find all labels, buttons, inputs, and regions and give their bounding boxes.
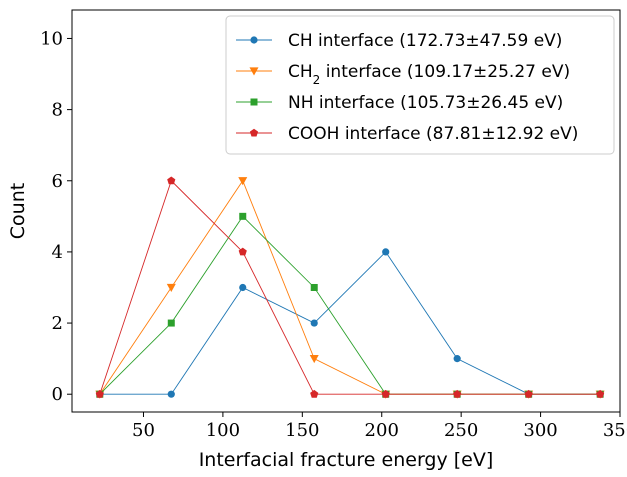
data-point [453,355,461,363]
data-point [310,389,319,398]
data-point [238,177,248,186]
data-point [166,283,176,292]
x-tick-label: 150 [285,420,319,441]
data-point [167,390,175,398]
x-tick-label: 100 [206,420,240,441]
data-point [239,212,247,220]
data-point [239,283,247,292]
legend-marker [250,36,258,44]
legend-label: COOH interface (87.81±12.92 eV) [288,124,578,144]
data-point [453,389,462,398]
y-tick-label: 4 [52,242,63,263]
data-point [238,247,247,256]
x-tick-label: 350 [603,420,627,441]
y-axis-label: Count [7,183,29,239]
data-point [524,389,533,398]
data-point [310,319,318,327]
x-tick-label: 250 [444,420,478,441]
data-point [309,355,319,364]
legend-marker [249,67,259,76]
legend: CH interface (172.73±47.59 eV) CH2 interf… [225,15,615,155]
series-line-3 [99,179,601,395]
legend-label: CH2 interface (109.17±25.27 eV) [288,62,570,87]
legend-label: CH interface (172.73±47.59 eV) [288,31,562,51]
y-tick-label: 10 [40,28,63,49]
y-tick-label: 6 [52,171,63,192]
y-tick-label: 0 [52,384,63,405]
data-point [310,283,318,291]
x-tick-label: 50 [132,420,155,441]
data-point [167,319,175,327]
axes: 50 100 150 200 250 300 350 0 2 4 6 8 10 [40,28,627,441]
legend-box [225,15,615,155]
data-point [95,389,104,398]
legend-label: NH interface (105.73±26.45 eV) [288,93,563,113]
x-axis-label: Interfacial fracture energy [eV] [199,449,494,471]
x-tick-label: 300 [523,420,557,441]
data-point [167,176,176,185]
legend-marker [249,128,259,137]
data-point [382,248,390,256]
x-tick-label: 200 [365,420,399,441]
y-tick-label: 2 [52,313,63,334]
y-tick-label: 8 [52,100,63,121]
data-point [596,389,605,398]
legend-marker [250,98,258,106]
series-line-0 [99,251,601,395]
series-group [95,176,605,399]
data-point [381,389,390,398]
